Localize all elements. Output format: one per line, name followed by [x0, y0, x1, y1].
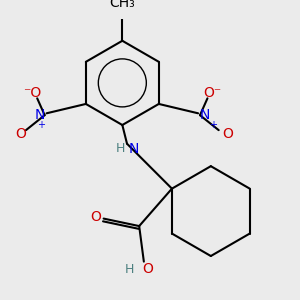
- Text: O: O: [15, 127, 26, 141]
- Text: O⁻: O⁻: [203, 86, 221, 100]
- Text: +: +: [37, 119, 45, 130]
- Text: N: N: [200, 108, 210, 122]
- Text: ⁻O: ⁻O: [23, 86, 42, 100]
- Text: H: H: [116, 142, 125, 155]
- Text: O: O: [142, 262, 153, 276]
- Text: CH₃: CH₃: [110, 0, 135, 10]
- Text: O: O: [91, 210, 102, 224]
- Text: +: +: [209, 119, 217, 130]
- Text: H: H: [125, 262, 134, 276]
- Text: O: O: [223, 127, 233, 141]
- Text: N: N: [34, 108, 45, 122]
- Text: N: N: [129, 142, 139, 156]
